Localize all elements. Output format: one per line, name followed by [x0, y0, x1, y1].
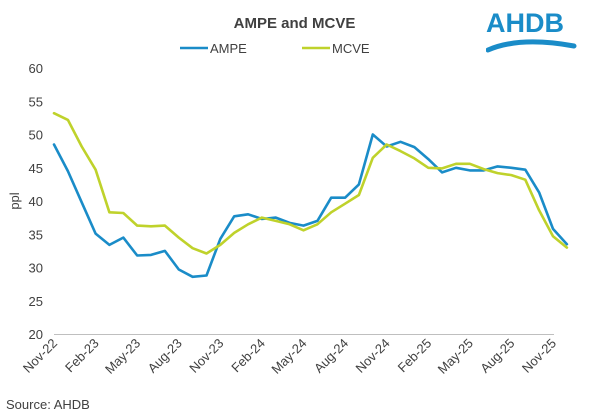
y-axis-label: ppl: [7, 192, 22, 209]
y-axis: 20 25 30 35 40 45 50 55 60 ppl: [7, 61, 43, 342]
legend-label-ampe: AMPE: [210, 41, 247, 56]
x-tick-label: Nov-25: [519, 336, 559, 376]
y-tick-label: 55: [29, 94, 43, 109]
x-tick-label: Aug-24: [311, 336, 351, 376]
ahdb-logo: AHDB: [486, 8, 578, 54]
y-tick-label: 60: [29, 61, 43, 76]
x-tick-label: May-25: [435, 336, 476, 377]
x-tick-label: Nov-24: [353, 336, 393, 376]
legend: AMPE MCVE: [180, 41, 370, 56]
legend-label-mcve: MCVE: [332, 41, 370, 56]
chart-title: AMPE and MCVE: [233, 15, 356, 32]
y-tick-label: 40: [29, 194, 43, 209]
x-tick-label: May-24: [268, 336, 309, 377]
x-tick-label: Feb-23: [62, 336, 102, 376]
y-tick-label: 45: [29, 161, 43, 176]
x-tick-label: Feb-25: [395, 336, 435, 376]
series-line-mcve: [52, 111, 569, 255]
source-note: Source: AHDB: [6, 397, 90, 412]
x-tick-label: Aug-25: [477, 336, 517, 376]
x-tick-label: Aug-23: [145, 336, 185, 376]
y-tick-label: 25: [29, 294, 43, 309]
x-tick-label: May-23: [102, 336, 143, 377]
y-tick-label: 30: [29, 261, 43, 276]
x-tick-label: Feb-24: [228, 336, 268, 376]
series-group: [52, 111, 569, 279]
x-tick-label: Nov-23: [186, 336, 226, 376]
logo-text: AHDB: [486, 8, 564, 38]
logo-swoosh-icon: [486, 39, 577, 53]
x-axis: Nov-22 Feb-23 May-23 Aug-23 Nov-23 Feb-24 May-…: [20, 334, 559, 377]
series-line-ampe: [52, 133, 569, 279]
y-tick-label: 35: [29, 227, 43, 242]
y-tick-label: 50: [29, 128, 43, 143]
y-tick-label: 20: [29, 327, 43, 342]
